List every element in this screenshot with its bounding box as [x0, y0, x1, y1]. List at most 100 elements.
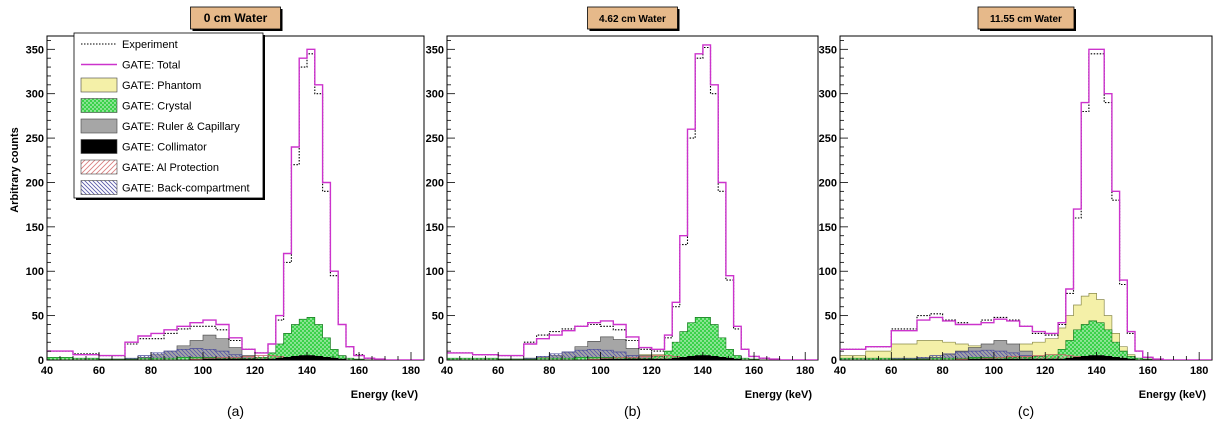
- y-tick-label: 250: [426, 133, 444, 145]
- y-tick-label: 150: [819, 222, 837, 234]
- y-tick-label: 250: [26, 133, 44, 145]
- y-tick-label: 0: [438, 355, 444, 367]
- legend-item-gate-al-protection: GATE: Al Protection: [80, 159, 219, 175]
- y-tick-label: 350: [426, 44, 444, 56]
- y-tick-label: 150: [26, 222, 44, 234]
- y-tick-label: 350: [819, 44, 837, 56]
- y-tick-label: 0: [831, 355, 837, 367]
- y-tick-label: 150: [426, 222, 444, 234]
- plot-frame: [839, 35, 1213, 361]
- x-tick-label: 180: [1190, 365, 1208, 377]
- x-tick-label: 140: [694, 365, 712, 377]
- title-box: [977, 6, 1075, 30]
- x-tick-label: 140: [1087, 365, 1105, 377]
- series-gate-al-protection: [447, 355, 818, 360]
- chart-title: 11.55 cm Water: [990, 14, 1062, 25]
- y-tick-label: 100: [426, 266, 444, 278]
- panel-caption: (a): [227, 403, 244, 419]
- y-tick-label: 200: [819, 177, 837, 189]
- chart-panel-2: 0 50 100 150 200 250 300 350 40 60 80 100 120 140 160 1…: [426, 6, 819, 419]
- y-tick-label: 250: [819, 133, 837, 145]
- series-layer: [47, 48, 424, 360]
- x-tick-label: 120: [643, 365, 661, 377]
- y-tick-label: 100: [819, 266, 837, 278]
- x-tick-label: 100: [194, 365, 212, 377]
- legend-label: GATE: Phantom: [122, 80, 201, 92]
- panel-caption: (b): [624, 403, 641, 419]
- legend-swatch: [80, 139, 118, 154]
- x-tick-label: 100: [985, 365, 1003, 377]
- y-tick-label: 200: [426, 177, 444, 189]
- y-tick-label: 50: [825, 311, 837, 323]
- legend-swatch: [80, 98, 118, 113]
- x-tick-label: 40: [41, 365, 53, 377]
- legend-swatch: [80, 180, 118, 195]
- y-tick-label: 300: [426, 89, 444, 101]
- panel-caption: (c): [1018, 403, 1034, 419]
- series-gate-crystal: [447, 317, 818, 360]
- y-tick-label: 50: [32, 311, 44, 323]
- x-tick-label: 80: [936, 365, 948, 377]
- chart-title: 0 cm Water: [204, 11, 268, 25]
- x-tick-label: 60: [492, 365, 504, 377]
- x-axis-label: Energy (keV): [745, 389, 813, 401]
- y-tick-label: 50: [432, 311, 444, 323]
- legend: Experiment GATE: Total GATE: Phantom GATE: …: [73, 32, 265, 200]
- x-tick-label: 180: [796, 365, 814, 377]
- legend-swatch: [80, 77, 118, 93]
- series-layer: [447, 44, 818, 360]
- legend-swatch: [80, 118, 118, 134]
- x-tick-label: 180: [402, 365, 420, 377]
- x-tick-label: 60: [885, 365, 897, 377]
- chart-title: 4.62 cm Water: [599, 14, 666, 25]
- series-gate-total: [447, 44, 818, 360]
- legend-label: GATE: Ruler & Capillary: [122, 121, 240, 133]
- x-tick-label: 140: [298, 365, 316, 377]
- y-tick-label: 300: [819, 89, 837, 101]
- legend-item-gate-crystal: GATE: Crystal: [80, 98, 191, 113]
- x-tick-label: 160: [350, 365, 368, 377]
- title-box: [190, 6, 281, 30]
- y-tick-label: 0: [38, 355, 44, 367]
- x-tick-label: 160: [1139, 365, 1157, 377]
- legend-label: GATE: Back-compartment: [122, 183, 250, 195]
- y-axis-label: Arbitrary counts: [9, 127, 21, 213]
- series-gate-al-protection: [47, 355, 424, 360]
- y-tick-label: 300: [26, 89, 44, 101]
- x-axis-label: Energy (keV): [351, 389, 419, 401]
- x-tick-label: 40: [834, 365, 846, 377]
- legend-item-gate-total: GATE: Total: [81, 60, 180, 72]
- chart-panel-3: 0 50 100 150 200 250 300 350 40 60 80 100 120 140 160 1…: [819, 6, 1213, 419]
- series-gate-collimator: [447, 355, 818, 360]
- legend-item-gate-collimator: GATE: Collimator: [80, 139, 207, 154]
- x-tick-label: 120: [1036, 365, 1054, 377]
- legend-label: Experiment: [122, 39, 178, 51]
- y-tick-label: 350: [26, 44, 44, 56]
- series-gate-crystal: [840, 320, 1212, 360]
- series-gate-total: [47, 48, 424, 360]
- x-tick-label: 40: [441, 365, 453, 377]
- legend-item-gate-phantom: GATE: Phantom: [80, 77, 201, 93]
- series-gate-collimator: [840, 355, 1212, 360]
- legend-item-experiment: Experiment: [81, 39, 178, 51]
- x-tick-label: 60: [93, 365, 105, 377]
- title-box: [587, 6, 678, 30]
- legend-label: GATE: Collimator: [122, 142, 207, 154]
- x-axis-label: Energy (keV): [1139, 389, 1207, 401]
- x-tick-label: 100: [591, 365, 609, 377]
- series-gate-collimator: [47, 355, 424, 360]
- legend-label: GATE: Crystal: [122, 101, 191, 113]
- plot-frame: [446, 35, 819, 361]
- legend-label: GATE: Al Protection: [122, 162, 219, 174]
- legend-item-gate-ruler-capillary: GATE: Ruler & Capillary: [80, 118, 240, 134]
- y-tick-label: 200: [26, 177, 44, 189]
- legend-item-gate-back-compartment: GATE: Back-compartment: [80, 180, 250, 195]
- x-tick-label: 160: [745, 365, 763, 377]
- series-gate-total: [840, 48, 1212, 360]
- y-tick-label: 100: [26, 266, 44, 278]
- series-gate-al-protection: [840, 354, 1212, 360]
- series-gate-crystal: [47, 317, 424, 360]
- x-tick-label: 80: [543, 365, 555, 377]
- x-tick-label: 80: [145, 365, 157, 377]
